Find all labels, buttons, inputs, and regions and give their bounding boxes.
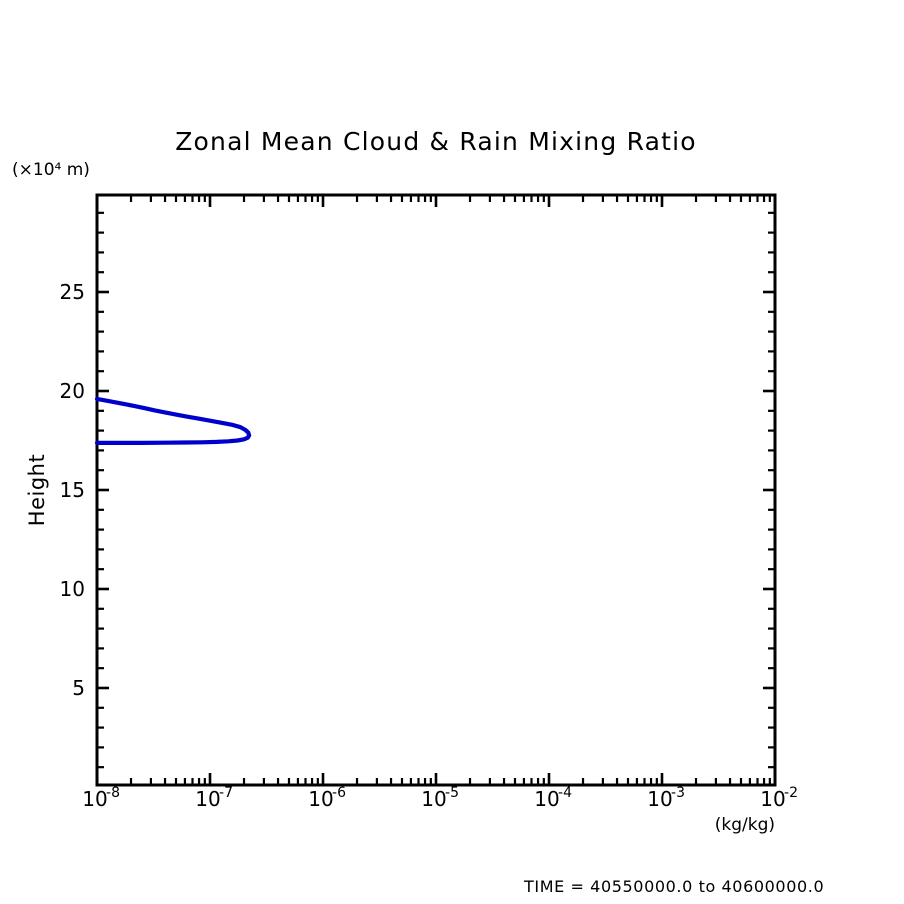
y-axis-tick-labels: 5 10 15 20 25 (60, 280, 85, 700)
x-tick-label: 10-8 (82, 785, 120, 811)
data-series-layer (94, 396, 252, 445)
x-tick-label: 10-2 (760, 785, 798, 811)
x-axis-tick-labels: 10-8 10-7 10-6 10-5 10-4 10-3 10-2 (82, 785, 798, 811)
page-title: Zonal Mean Cloud & Rain Mixing Ratio (175, 127, 697, 156)
svg-text:10: 10 (647, 787, 672, 811)
y-axis-unit-label: (×10⁴ m) (12, 160, 90, 180)
x-tick-label: 10-5 (421, 785, 459, 811)
y-tick-label: 20 (60, 379, 85, 403)
x-tick-label: 10-6 (308, 785, 346, 811)
svg-text:-3: -3 (671, 785, 685, 801)
svg-text:10: 10 (195, 787, 220, 811)
svg-text:-2: -2 (784, 785, 798, 801)
y-tick-label: 15 (60, 478, 85, 502)
svg-text:-8: -8 (106, 785, 120, 801)
svg-text:-4: -4 (558, 785, 572, 801)
y-tick-label: 25 (60, 280, 85, 304)
x-tick-label: 10-7 (195, 785, 233, 811)
x-tick-label: 10-3 (647, 785, 685, 811)
y-axis-title: Height (25, 454, 49, 526)
y-tick-label: 5 (72, 676, 85, 700)
y-tick-label: 10 (60, 577, 85, 601)
svg-text:-5: -5 (445, 785, 459, 801)
svg-text:-6: -6 (332, 785, 346, 801)
time-caption: TIME = 40550000.0 to 40600000.0 (523, 877, 824, 896)
contour-series (94, 396, 252, 445)
svg-text:10: 10 (760, 787, 785, 811)
x-tick-label: 10-4 (534, 785, 572, 811)
svg-text:-7: -7 (219, 785, 233, 801)
svg-text:10: 10 (308, 787, 333, 811)
svg-text:10: 10 (534, 787, 559, 811)
svg-text:10: 10 (421, 787, 446, 811)
x-axis-unit-label: (kg/kg) (715, 815, 775, 835)
svg-text:10: 10 (82, 787, 107, 811)
plot-frame (95, 193, 777, 787)
